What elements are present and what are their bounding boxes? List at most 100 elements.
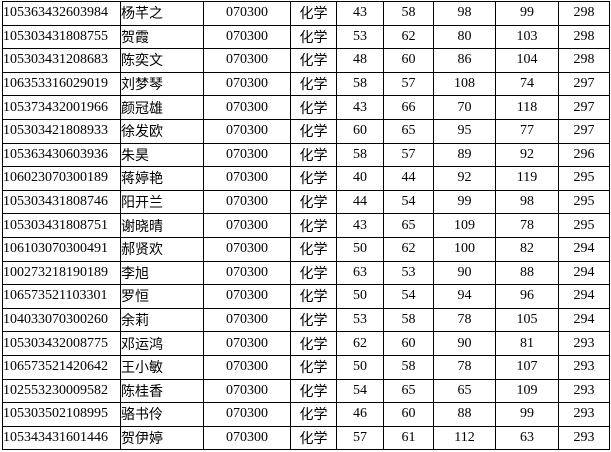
cell-score-4: 77	[495, 118, 559, 144]
cell-score-4: 118	[495, 95, 559, 120]
cell-score-2: 54	[383, 284, 434, 309]
table-row: 105363430603936 朱昊 070300 化学 58 57 89 92 296	[2, 142, 610, 168]
cell-score-2: 54	[383, 189, 434, 215]
cell-score-4: 82	[495, 236, 559, 262]
cell-score-3: 90	[433, 331, 496, 356]
table-row: 105373432001966 颜冠雄 070300 化学 43 66 70 118 297	[2, 95, 610, 120]
cell-score-3: 78	[433, 354, 496, 380]
cell-score-3: 78	[433, 307, 496, 333]
cell-major-name: 化学	[290, 48, 337, 73]
cell-candidate-id: 106573521420642	[2, 354, 121, 380]
table-row: 105343431601446 贺伊婷 070300 化学 57 61 112 63 293	[2, 425, 610, 451]
cell-score-1: 62	[336, 331, 384, 356]
table-row: 102553230009582 陈桂香 070300 化学 54 65 65 109 293	[2, 378, 610, 404]
cell-score-3: 70	[433, 95, 496, 120]
cell-score-3: 95	[433, 118, 496, 144]
cell-score-1: 44	[336, 189, 384, 215]
cell-total-score: 294	[558, 260, 610, 286]
cell-major-name: 化学	[290, 95, 337, 120]
cell-candidate-name: 贺霞	[120, 24, 204, 50]
cell-score-2: 53	[383, 260, 434, 286]
cell-score-3: 94	[433, 284, 496, 309]
cell-score-2: 58	[383, 354, 434, 380]
table-row: 105303431808755 贺霞 070300 化学 53 62 80 103 298	[2, 24, 610, 50]
cell-score-1: 54	[336, 378, 384, 404]
cell-major-code: 070300	[203, 378, 291, 404]
cell-major-name: 化学	[290, 260, 337, 286]
cell-score-1: 53	[336, 24, 384, 50]
table-row: 106023070300189 蒋婷艳 070300 化学 40 44 92 119 295	[2, 166, 610, 191]
cell-candidate-name: 余莉	[120, 307, 204, 333]
cell-major-code: 070300	[203, 331, 291, 356]
cell-major-name: 化学	[290, 402, 337, 427]
table-row: 105303431808746 阳开兰 070300 化学 44 54 99 98 295	[2, 189, 610, 215]
table-row: 106353316029019 刘梦琴 070300 化学 58 57 108 74 297	[2, 71, 610, 97]
cell-major-code: 070300	[203, 48, 291, 73]
cell-score-4: 78	[495, 213, 559, 238]
cell-candidate-id: 105303421808933	[2, 118, 121, 144]
cell-candidate-id: 105303431808755	[2, 24, 121, 50]
cell-score-2: 62	[383, 24, 434, 50]
cell-score-4: 98	[495, 189, 559, 215]
cell-major-code: 070300	[203, 71, 291, 97]
cell-score-1: 48	[336, 48, 384, 73]
cell-score-1: 50	[336, 236, 384, 262]
cell-total-score: 293	[558, 331, 610, 356]
cell-major-code: 070300	[203, 118, 291, 144]
cell-score-2: 66	[383, 95, 434, 120]
cell-score-2: 65	[383, 213, 434, 238]
cell-major-code: 070300	[203, 260, 291, 286]
cell-total-score: 297	[558, 95, 610, 120]
cell-candidate-name: 王小敏	[120, 354, 204, 380]
cell-major-code: 070300	[203, 95, 291, 120]
cell-total-score: 294	[558, 236, 610, 262]
cell-candidate-name: 陈奕文	[120, 48, 204, 73]
cell-major-name: 化学	[290, 425, 337, 451]
cell-major-name: 化学	[290, 1, 337, 26]
cell-major-code: 070300	[203, 236, 291, 262]
cell-major-name: 化学	[290, 331, 337, 356]
cell-candidate-id: 105363432603984	[2, 1, 121, 26]
cell-major-name: 化学	[290, 24, 337, 50]
cell-total-score: 297	[558, 118, 610, 144]
cell-score-4: 88	[495, 260, 559, 286]
cell-score-2: 57	[383, 142, 434, 168]
cell-candidate-id: 105303431208683	[2, 48, 121, 73]
cell-total-score: 293	[558, 354, 610, 380]
cell-score-4: 63	[495, 425, 559, 451]
cell-score-2: 60	[383, 331, 434, 356]
cell-candidate-name: 刘梦琴	[120, 71, 204, 97]
cell-major-code: 070300	[203, 189, 291, 215]
cell-candidate-name: 颜冠雄	[120, 95, 204, 120]
cell-major-code: 070300	[203, 284, 291, 309]
cell-total-score: 294	[558, 284, 610, 309]
table-row: 105303421808933 徐发欧 070300 化学 60 65 95 77 297	[2, 118, 610, 144]
cell-score-2: 60	[383, 402, 434, 427]
cell-candidate-name: 邓运鸿	[120, 331, 204, 356]
cell-score-3: 89	[433, 142, 496, 168]
cell-major-code: 070300	[203, 142, 291, 168]
cell-major-code: 070300	[203, 354, 291, 380]
cell-major-name: 化学	[290, 118, 337, 144]
cell-candidate-name: 蒋婷艳	[120, 166, 204, 191]
cell-major-name: 化学	[290, 213, 337, 238]
table-row: 100273218190189 李旭 070300 化学 63 53 90 88 294	[2, 260, 610, 286]
cell-score-3: 109	[433, 213, 496, 238]
cell-major-code: 070300	[203, 402, 291, 427]
cell-score-1: 63	[336, 260, 384, 286]
cell-score-3: 112	[433, 425, 496, 451]
cell-score-1: 43	[336, 213, 384, 238]
cell-total-score: 293	[558, 378, 610, 404]
cell-candidate-name: 朱昊	[120, 142, 204, 168]
table-row: 105303432008775 邓运鸿 070300 化学 62 60 90 81 293	[2, 331, 610, 356]
cell-total-score: 298	[558, 24, 610, 50]
cell-major-name: 化学	[290, 236, 337, 262]
cell-major-code: 070300	[203, 1, 291, 26]
cell-total-score: 293	[558, 425, 610, 451]
cell-candidate-id: 105373432001966	[2, 95, 121, 120]
cell-score-3: 90	[433, 260, 496, 286]
table-row: 105303431808751 谢晓晴 070300 化学 43 65 109 78 295	[2, 213, 610, 238]
cell-major-code: 070300	[203, 213, 291, 238]
cell-candidate-id: 105303431808751	[2, 213, 121, 238]
cell-score-1: 50	[336, 354, 384, 380]
